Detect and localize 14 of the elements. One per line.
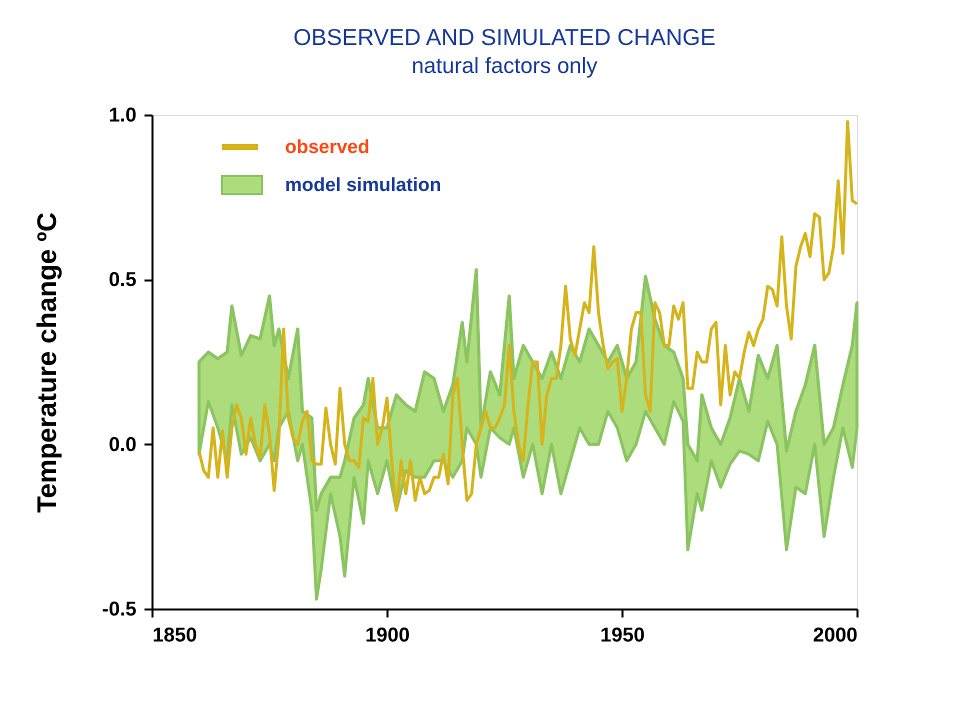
y-tick-label: 0.5	[108, 269, 136, 292]
y-tick-label: 0.0	[108, 434, 136, 456]
y-axis-title: Temperature change ºC	[32, 212, 62, 513]
x-tick-label: 1850	[152, 624, 197, 646]
y-tick-label: 1.0	[108, 104, 136, 126]
legend-label: observed	[285, 137, 370, 158]
line-series	[198, 120, 858, 512]
x-tick-label: 1900	[365, 624, 410, 646]
x-tick-label: 1950	[600, 624, 645, 646]
chart-title: OBSERVED AND SIMULATED CHANGE	[293, 24, 716, 50]
y-tick-label: -0.5	[102, 598, 136, 620]
x-tick-label: 2000	[813, 624, 858, 646]
legend-label: model simulation	[285, 175, 442, 196]
chart-subtitle: natural factors only	[412, 53, 598, 78]
